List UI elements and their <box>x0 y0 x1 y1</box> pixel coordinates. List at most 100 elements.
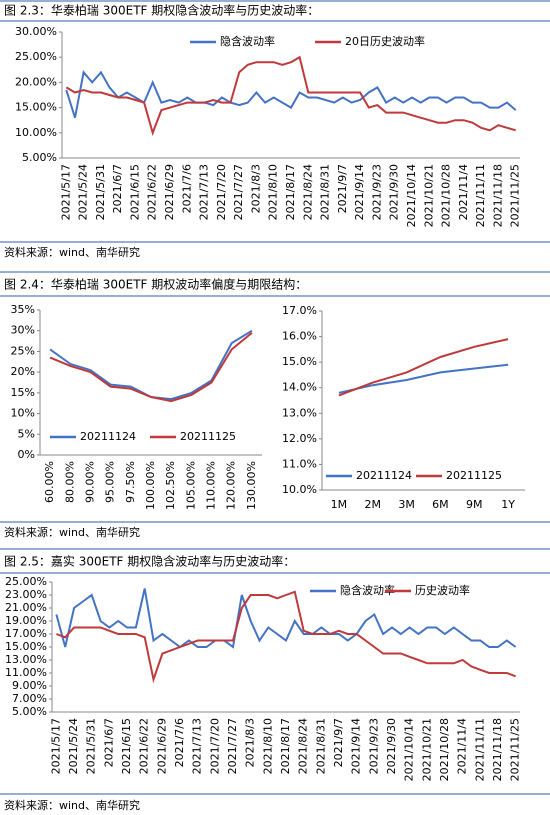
y-tick-label: 23.00% <box>5 588 47 601</box>
x-tick-label: 2021/7/13 <box>191 718 204 774</box>
x-tick-label: 2021/7/20 <box>208 718 221 774</box>
x-tick-label: 2021/8/10 <box>267 164 280 220</box>
figure-source: 资料来源：wind、南华研究 <box>4 798 140 812</box>
x-tick-label: 2021/8/17 <box>284 164 297 220</box>
x-tick-label: 2021/9/23 <box>367 718 380 774</box>
x-tick-label: 2021/7/6 <box>180 164 193 213</box>
x-tick-label: 2021/9/30 <box>385 718 398 774</box>
x-tick-label: 2021/8/31 <box>314 718 327 774</box>
x-tick-label: 2021/6/22 <box>146 164 159 220</box>
figure-caption: 图 2.5：嘉实 300ETF 期权隐含波动率与历史波动率： <box>4 554 295 569</box>
legend-label: 隐含波动率 <box>220 34 275 48</box>
legend-label: 20日历史波动率 <box>345 34 425 48</box>
x-tick-label: 2021/6/7 <box>111 164 124 213</box>
y-tick-label: 11.0% <box>282 457 317 470</box>
figure-caption: 图 2.4：华泰柏瑞 300ETF 期权波动率偏度与期限结构： <box>4 277 307 292</box>
series-line <box>55 588 517 649</box>
x-tick-label: 1M <box>331 498 348 511</box>
x-tick-label: 95.00% <box>104 461 117 503</box>
figure-source: 资料来源：wind、南华研究 <box>4 245 140 259</box>
x-tick-label: 2021/11/18 <box>491 164 504 227</box>
legend-box <box>306 583 460 599</box>
y-tick-label: 20% <box>11 365 35 378</box>
x-tick-label: 2021/9/7 <box>336 164 349 213</box>
legend-label: 20211124 <box>80 430 136 443</box>
y-tick-label: 16.0% <box>282 330 317 343</box>
x-tick-label: 120.00% <box>225 461 238 510</box>
x-tick-label: 80.00% <box>63 461 76 503</box>
x-tick-label: 2021/9/14 <box>350 718 363 774</box>
x-tick-label: 105.00% <box>184 461 197 510</box>
x-tick-label: 2021/9/30 <box>388 164 401 220</box>
y-tick-label: 5.00% <box>22 151 57 164</box>
y-tick-label: 35% <box>11 303 35 316</box>
x-tick-label: 60.00% <box>43 461 56 503</box>
x-tick-label: 6M <box>432 498 449 511</box>
x-tick-label: 2021/9/14 <box>353 164 366 220</box>
x-tick-label: 2021/9/23 <box>370 164 383 220</box>
x-tick-label: 2M <box>365 498 382 511</box>
y-tick-label: 30.00% <box>15 25 57 38</box>
y-tick-label: 30% <box>11 324 35 337</box>
x-tick-label: 2021/11/18 <box>491 718 504 781</box>
x-tick-label: 2021/5/24 <box>67 718 80 774</box>
y-tick-label: 21.00% <box>5 601 47 614</box>
y-tick-label: 15.00% <box>15 101 57 114</box>
series-line <box>65 55 516 136</box>
x-tick-label: 2021/8/17 <box>279 718 292 774</box>
x-tick-label: 2021/11/11 <box>473 718 486 781</box>
y-tick-label: 25% <box>11 344 35 357</box>
figure-source: 资料来源：wind、南华研究 <box>4 525 140 539</box>
legend-label: 隐含波动率 <box>340 583 395 597</box>
x-tick-label: 2021/6/29 <box>163 164 176 220</box>
x-tick-label: 97.50% <box>124 461 137 503</box>
x-tick-label: 110.00% <box>205 461 218 510</box>
x-tick-label: 2021/10/21 <box>420 718 433 781</box>
x-tick-label: 9M <box>466 498 483 511</box>
y-tick-label: 0% <box>18 448 35 461</box>
x-tick-label: 2021/7/6 <box>173 718 186 767</box>
x-tick-label: 2021/11/4 <box>456 718 469 774</box>
y-tick-label: 9.00% <box>12 679 47 692</box>
legend-label: 历史波动率 <box>415 583 470 597</box>
x-tick-label: 2021/5/17 <box>59 164 72 220</box>
x-tick-label: 2021/7/13 <box>198 164 211 220</box>
x-tick-label: 2021/8/24 <box>297 718 310 774</box>
y-tick-label: 11.00% <box>5 666 47 679</box>
x-tick-label: 2021/6/22 <box>138 718 151 774</box>
x-tick-label: 2021/10/28 <box>440 164 453 227</box>
figure-caption: 图 2.3：华泰柏瑞 300ETF 期权隐含波动率与历史波动率： <box>4 3 319 18</box>
x-tick-label: 2021/8/31 <box>319 164 332 220</box>
x-tick-label: 2021/7/27 <box>232 164 245 220</box>
x-tick-label: 2021/6/7 <box>102 718 115 767</box>
legend-label: 20211125 <box>180 430 236 443</box>
x-tick-label: 2021/8/3 <box>249 164 262 213</box>
y-tick-label: 17.00% <box>5 627 47 640</box>
y-tick-label: 10.00% <box>15 126 57 139</box>
x-tick-label: 2021/6/15 <box>120 718 133 774</box>
x-tick-label: 2021/9/7 <box>332 718 345 767</box>
x-tick-label: 2021/11/25 <box>509 164 522 227</box>
x-tick-label: 2021/11/11 <box>474 164 487 227</box>
legend-label: 20211125 <box>446 469 502 482</box>
series-line <box>338 338 509 397</box>
y-tick-label: 14.0% <box>282 381 317 394</box>
x-tick-label: 2021/5/17 <box>49 718 62 774</box>
x-tick-label: 3M <box>398 498 415 511</box>
y-tick-label: 19.00% <box>5 614 47 627</box>
y-tick-label: 10% <box>11 407 35 420</box>
series-line <box>56 590 516 684</box>
series-line <box>49 332 253 403</box>
y-tick-label: 17.0% <box>282 304 317 317</box>
x-tick-label: 2021/6/29 <box>155 718 168 774</box>
y-tick-label: 10.0% <box>282 483 317 496</box>
x-tick-label: 2021/7/20 <box>215 164 228 220</box>
y-tick-label: 15.00% <box>5 640 47 653</box>
x-tick-label: 2021/8/10 <box>261 718 274 774</box>
series-line <box>338 363 509 394</box>
x-tick-label: 130.00% <box>245 461 258 510</box>
x-tick-label: 2021/10/14 <box>403 718 416 781</box>
x-tick-label: 90.00% <box>83 461 96 503</box>
x-tick-label: 2021/8/3 <box>244 718 257 767</box>
